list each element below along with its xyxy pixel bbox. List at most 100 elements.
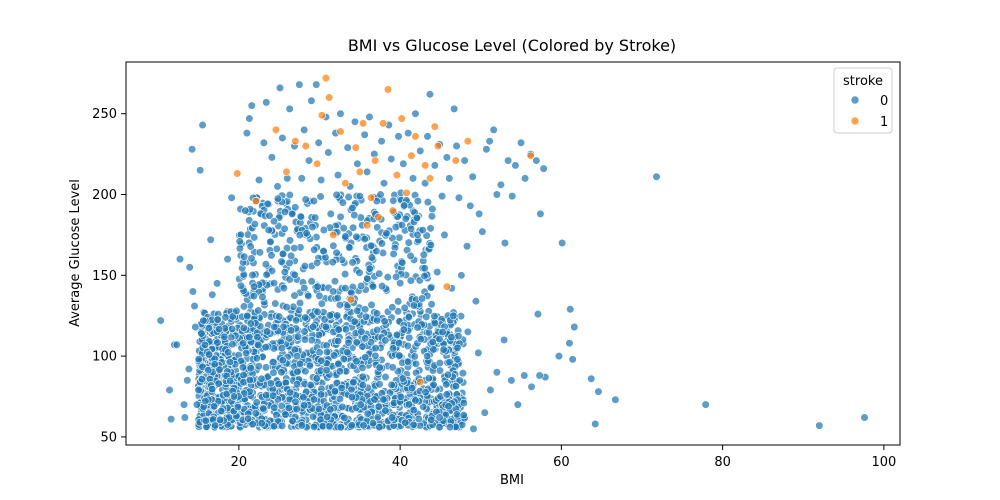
data-point-stroke-0: [316, 192, 325, 201]
data-point-stroke-0: [413, 323, 422, 332]
data-point-stroke-0: [344, 338, 353, 347]
data-point-stroke-0: [475, 209, 484, 219]
data-point-stroke-0: [376, 190, 385, 199]
data-point-stroke-0: [375, 269, 384, 278]
data-point-stroke-0: [352, 232, 361, 241]
data-point-stroke-0: [179, 400, 189, 409]
data-point-stroke-0: [285, 275, 294, 284]
data-point-stroke-0: [423, 352, 432, 361]
data-point-stroke-0: [403, 341, 412, 350]
data-point-stroke-0: [416, 335, 425, 344]
data-point-stroke-0: [378, 281, 387, 291]
data-point-stroke-0: [440, 230, 449, 240]
data-point-stroke-0: [453, 355, 462, 364]
data-point-stroke-0: [208, 385, 217, 394]
data-point-stroke-0: [290, 270, 299, 280]
data-point-stroke-0: [297, 421, 306, 430]
data-point-stroke-0: [860, 413, 869, 422]
data-point-stroke-0: [343, 143, 352, 152]
data-point-stroke-0: [300, 125, 309, 134]
data-point-stroke-0: [265, 211, 274, 220]
data-point-stroke-0: [423, 132, 432, 141]
data-point-stroke-0: [348, 203, 357, 213]
data-point-stroke-0: [248, 420, 257, 429]
data-point-stroke-0: [277, 257, 286, 266]
data-point-stroke-0: [188, 287, 198, 296]
data-point-stroke-0: [251, 409, 260, 418]
data-point-stroke-0: [395, 351, 404, 360]
data-point-stroke-0: [309, 395, 319, 404]
data-point-stroke-0: [349, 223, 358, 232]
data-point-stroke-0: [338, 402, 347, 411]
data-point-stroke-0: [315, 348, 324, 357]
data-point-stroke-0: [427, 415, 436, 424]
data-point-stroke-0: [315, 291, 324, 300]
data-point-stroke-0: [341, 284, 350, 293]
data-point-stroke-0: [296, 212, 305, 221]
data-point-stroke-0: [462, 242, 472, 251]
plot-area: [156, 74, 869, 433]
data-point-stroke-0: [309, 322, 318, 331]
data-point-stroke-0: [259, 404, 268, 413]
data-point-stroke-1: [371, 156, 380, 165]
data-point-stroke-0: [199, 316, 208, 325]
data-point-stroke-0: [339, 354, 348, 364]
data-point-stroke-0: [471, 297, 481, 306]
data-point-stroke-0: [451, 382, 460, 391]
data-point-stroke-0: [336, 423, 345, 432]
y-tick-label: 200: [92, 188, 117, 203]
data-point-stroke-0: [238, 363, 248, 372]
data-point-stroke-0: [332, 190, 341, 199]
data-point-stroke-0: [485, 137, 494, 146]
y-tick-label: 100: [92, 350, 117, 365]
data-point-stroke-0: [392, 330, 402, 339]
data-point-stroke-0: [269, 368, 278, 377]
data-point-stroke-0: [301, 195, 310, 204]
data-point-stroke-0: [334, 325, 343, 334]
data-point-stroke-0: [358, 342, 367, 351]
data-point-stroke-0: [341, 325, 351, 334]
data-point-stroke-0: [300, 335, 310, 344]
data-point-stroke-0: [427, 300, 436, 309]
data-point-stroke-0: [180, 413, 189, 422]
data-point-stroke-0: [210, 402, 219, 411]
data-point-stroke-0: [370, 395, 379, 404]
data-point-stroke-0: [172, 340, 181, 349]
data-point-stroke-0: [411, 109, 420, 118]
data-point-stroke-1: [383, 85, 393, 94]
data-point-stroke-0: [411, 359, 421, 368]
data-point-stroke-0: [455, 376, 464, 385]
data-point-stroke-0: [198, 120, 207, 130]
data-point-stroke-0: [587, 374, 596, 383]
data-point-stroke-0: [591, 419, 600, 429]
data-point-stroke-0: [244, 414, 253, 423]
data-point-stroke-0: [373, 413, 382, 422]
data-point-stroke-0: [194, 355, 203, 364]
data-point-stroke-0: [336, 109, 345, 118]
data-point-stroke-0: [480, 408, 489, 417]
data-point-stroke-0: [290, 244, 299, 253]
data-point-stroke-0: [278, 356, 287, 365]
data-point-stroke-0: [815, 421, 824, 430]
data-point-stroke-0: [206, 235, 215, 244]
data-point-stroke-0: [420, 264, 429, 273]
data-point-stroke-0: [368, 419, 378, 428]
data-point-stroke-0: [352, 357, 361, 366]
data-point-stroke-0: [330, 277, 340, 286]
data-point-stroke-0: [449, 311, 458, 320]
data-point-stroke-0: [236, 281, 246, 290]
data-point-stroke-0: [383, 273, 392, 282]
data-point-stroke-0: [439, 345, 448, 354]
data-point-stroke-0: [478, 227, 487, 236]
data-point-stroke-1: [392, 171, 402, 180]
data-point-stroke-0: [500, 238, 510, 248]
y-tick-label: 250: [92, 107, 117, 122]
data-point-stroke-1: [407, 151, 416, 160]
data-point-stroke-0: [213, 315, 222, 324]
data-point-stroke-0: [242, 349, 251, 358]
data-point-stroke-0: [443, 370, 453, 379]
data-point-stroke-0: [252, 354, 261, 363]
data-point-stroke-0: [420, 271, 429, 281]
data-point-stroke-0: [435, 334, 444, 344]
